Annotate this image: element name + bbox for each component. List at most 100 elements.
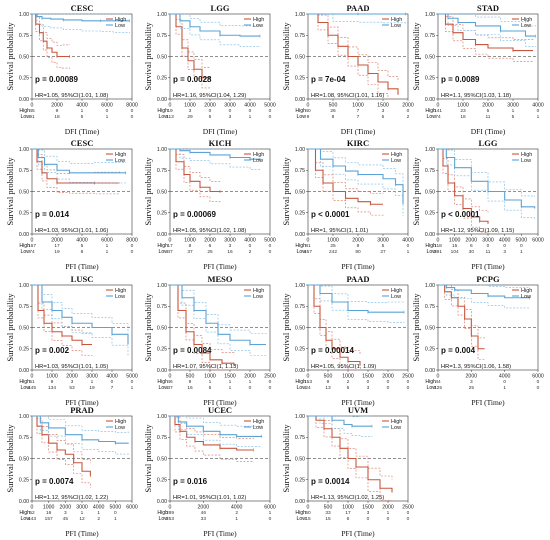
high-ci-lower xyxy=(308,284,360,371)
high-ci-lower xyxy=(170,148,221,203)
km-panel-uvm-14: UVM 0.00 0.25 0.50 0.75 1.00 Survival probabil… xyxy=(281,405,414,538)
high-survival-curve xyxy=(32,284,92,346)
risk-count-high: 0 xyxy=(269,379,272,385)
hazard-ratio: HR=1.12, 95%CI(1.02, 1.22) xyxy=(35,495,108,501)
y-tick-label: 1.00 xyxy=(19,283,29,289)
risk-count-low: 24 xyxy=(305,385,311,391)
x-tick-label: 4000 xyxy=(76,103,88,109)
risk-count-low: 8 xyxy=(81,249,84,255)
risk-label-low: Low xyxy=(296,516,306,522)
low-survival-curve xyxy=(438,13,536,37)
risk-count-high: 0 xyxy=(209,108,212,114)
risk-count-low: 74 xyxy=(29,249,35,255)
risk-count-low: 7 xyxy=(357,114,360,120)
x-tick-label: 1500 xyxy=(362,505,374,511)
high-ci-upper xyxy=(308,148,384,194)
x-tick-label: 3000 xyxy=(482,238,494,244)
risk-count-low: 1 xyxy=(235,516,238,522)
risk-count-low: 53 xyxy=(69,385,75,391)
y-tick-label: 1.00 xyxy=(295,12,305,18)
km-plot-svg: KICH 0.00 0.25 0.50 0.75 1.00 Survival probabi… xyxy=(143,138,276,271)
risk-count-low: 0 xyxy=(537,385,540,391)
y-tick-label: 1.00 xyxy=(425,147,435,153)
p-value: p = 0.0074 xyxy=(35,477,74,486)
x-tick-label: 0 xyxy=(307,505,310,511)
y-tick-label: 0.50 xyxy=(19,325,29,331)
y-tick-label: 0.00 xyxy=(295,232,305,238)
y-tick-label: 0.25 xyxy=(295,76,305,82)
x-tick-label: 6000 xyxy=(101,103,113,109)
risk-label-high: High xyxy=(295,108,306,114)
x-tick-label: 2000 xyxy=(466,374,478,380)
risk-count-high: 0 xyxy=(407,243,410,249)
low-ci-lower xyxy=(32,415,129,455)
risk-count-high: 50 xyxy=(305,510,311,516)
risk-count-high: 3 xyxy=(229,243,232,249)
x-tick-label: 4000 xyxy=(532,103,544,109)
risk-count-high: 3 xyxy=(189,108,192,114)
legend-high-label: High xyxy=(391,17,402,23)
risk-count-low: 443 xyxy=(28,516,36,522)
x-tick-label: 6000 xyxy=(532,238,544,244)
y-axis-label: Survival probability xyxy=(281,22,291,91)
risk-count-high: 46 xyxy=(167,379,173,385)
y-tick-label: 0.50 xyxy=(425,189,435,195)
y-tick-label: 0.00 xyxy=(19,232,29,238)
risk-label-high: High xyxy=(295,510,306,516)
risk-count-high: 0 xyxy=(407,108,410,114)
high-ci-upper xyxy=(438,284,485,339)
risk-count-low: 12 xyxy=(79,516,85,522)
risk-count-high: 1 xyxy=(387,510,390,516)
x-axis-label: PFI (Time) xyxy=(65,262,99,271)
hazard-ratio: HR=1.1, 95%CI(1.03, 1.18) xyxy=(441,93,511,99)
x-axis-label: DFI (Time) xyxy=(203,127,238,136)
risk-count-low: 13 xyxy=(325,385,331,391)
risk-label-low: Low xyxy=(158,385,168,391)
risk-count-high: 141 xyxy=(434,108,442,114)
y-tick-label: 0.00 xyxy=(157,368,167,374)
panel-title: PCPG xyxy=(476,274,500,284)
risk-count-low: 104 xyxy=(451,249,459,255)
risk-count-low: 1 xyxy=(229,385,232,391)
x-tick-label: 0 xyxy=(307,103,310,109)
x-tick-label: 2000 xyxy=(244,374,256,380)
risk-count-high: 1 xyxy=(97,510,100,516)
km-panel-kirc-6: KIRC 0.00 0.25 0.50 0.75 1.00 Survival probabi… xyxy=(281,138,414,271)
x-tick-label: 4000 xyxy=(499,238,511,244)
risk-count-low: 2 xyxy=(97,516,100,522)
risk-count-high: 3 xyxy=(71,379,74,385)
high-ci-lower xyxy=(308,148,384,216)
legend-low-label: Low xyxy=(391,294,401,300)
low-ci-upper xyxy=(170,415,262,427)
km-plot-svg: PCPG 0.00 0.25 0.50 0.75 1.00 Survival probabi… xyxy=(411,274,544,407)
y-tick-label: 0.50 xyxy=(425,325,435,331)
risk-count-low: 6 xyxy=(347,516,350,522)
low-ci-lower xyxy=(438,13,536,47)
x-tick-label: 2000 xyxy=(482,103,494,109)
x-axis-label: PFI (Time) xyxy=(341,529,375,538)
y-tick-label: 0.50 xyxy=(295,54,305,60)
y-tick-label: 0.25 xyxy=(295,478,305,484)
low-ci-upper xyxy=(308,148,404,193)
risk-count-high: 9 xyxy=(357,243,360,249)
p-value: p = 0.0014 xyxy=(311,477,350,486)
y-tick-label: 0.00 xyxy=(295,368,305,374)
x-tick-label: 5000 xyxy=(264,238,276,244)
legend-low-label: Low xyxy=(115,425,125,431)
risk-count-high: 9 xyxy=(189,379,192,385)
x-tick-label: 1000 xyxy=(327,238,339,244)
legend-low-label: Low xyxy=(521,158,531,164)
x-axis-label: PFI (Time) xyxy=(203,398,237,407)
low-survival-curve xyxy=(308,148,404,205)
hazard-ratio: HR=1, 95%CI(1, 1.01) xyxy=(311,228,368,234)
legend-low-label: Low xyxy=(253,158,263,164)
y-tick-label: 0.25 xyxy=(295,211,305,217)
y-tick-label: 0.00 xyxy=(425,368,435,374)
risk-count-high: 3 xyxy=(64,510,67,516)
y-tick-label: 0.50 xyxy=(425,54,435,60)
risk-count-high: 1 xyxy=(81,510,84,516)
km-plot-svg: LGG 0.00 0.25 0.50 0.75 1.00 Survival probabil… xyxy=(411,138,544,271)
risk-count-high: 23 xyxy=(460,108,466,114)
high-survival-curve xyxy=(32,148,120,184)
low-ci-upper xyxy=(438,13,536,27)
